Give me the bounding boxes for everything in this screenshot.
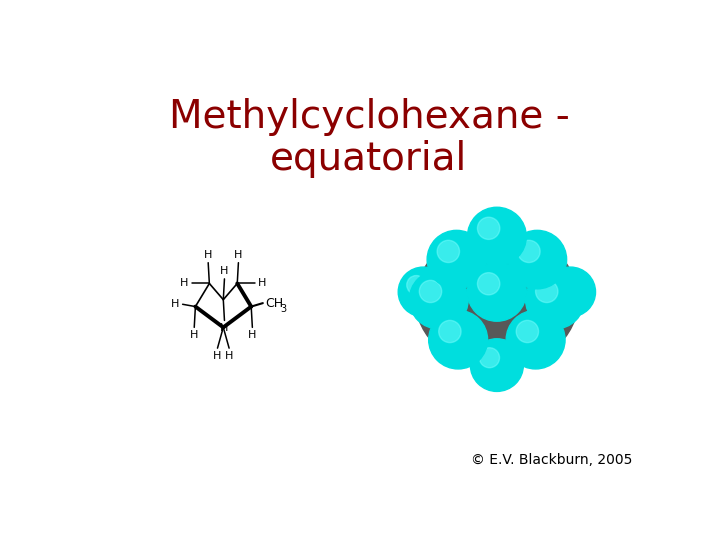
Circle shape [467,262,526,321]
Circle shape [526,271,585,329]
Circle shape [477,217,500,239]
Circle shape [508,231,567,289]
Text: H: H [225,351,233,361]
Circle shape [536,280,558,302]
Circle shape [470,339,523,392]
Circle shape [477,273,500,295]
Text: H: H [248,330,256,340]
Circle shape [467,207,526,266]
Circle shape [438,320,461,342]
Ellipse shape [415,231,578,369]
Circle shape [407,275,426,294]
Text: H: H [213,351,222,361]
Text: CH: CH [265,296,283,309]
Text: H: H [220,323,229,333]
Circle shape [437,240,459,262]
Text: Methylcyclohexane -: Methylcyclohexane - [168,98,570,136]
Circle shape [506,310,565,369]
Text: H: H [220,266,229,276]
Circle shape [480,348,500,368]
Text: H: H [180,279,189,288]
Text: equatorial: equatorial [271,140,467,178]
Circle shape [554,275,573,294]
Text: © E.V. Blackburn, 2005: © E.V. Blackburn, 2005 [471,453,632,467]
Text: H: H [190,330,199,340]
Text: H: H [258,279,266,288]
Text: H: H [234,250,243,260]
Circle shape [427,231,486,289]
Circle shape [516,320,539,342]
Circle shape [546,267,595,317]
Circle shape [409,271,468,329]
Circle shape [518,240,540,262]
Circle shape [419,280,441,302]
Circle shape [428,310,487,369]
Text: H: H [204,250,212,260]
Text: H: H [171,299,179,309]
Circle shape [398,267,449,317]
Text: 3: 3 [280,303,286,314]
